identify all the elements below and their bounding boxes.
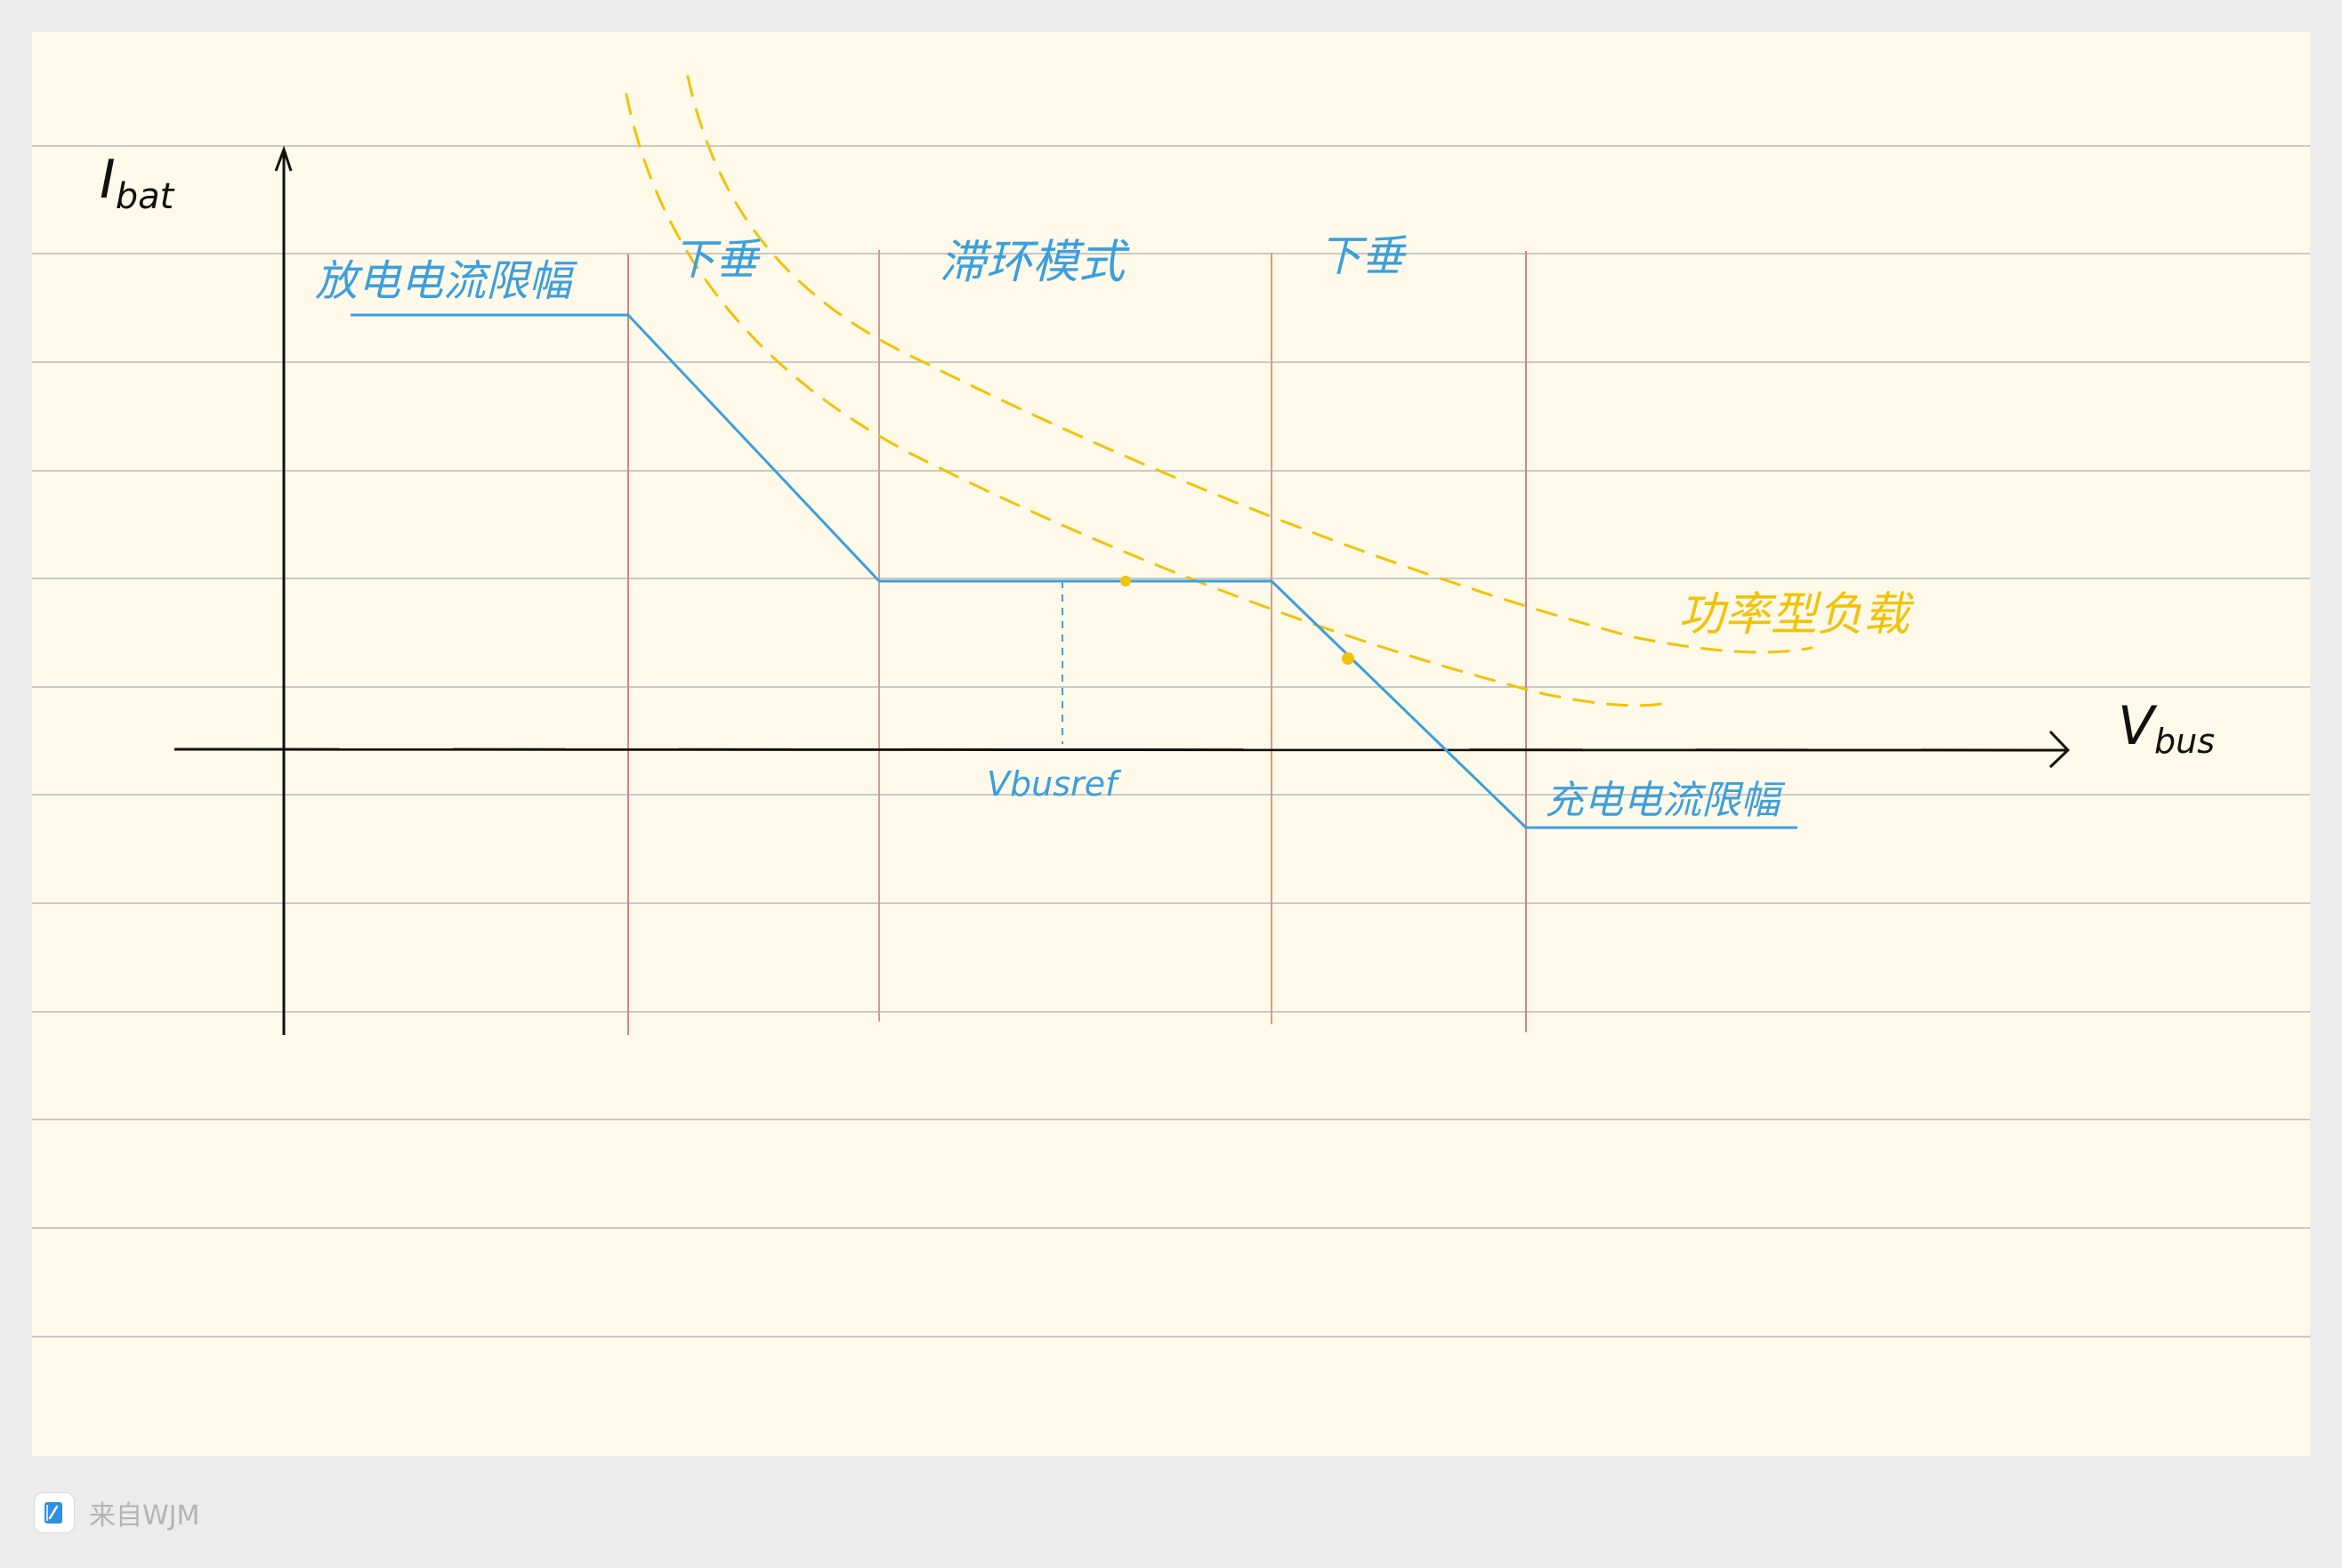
operating-point-hysteresis bbox=[1120, 576, 1131, 586]
footer-source-text: 来自WJM bbox=[89, 1500, 200, 1532]
pen-icon bbox=[44, 1502, 62, 1524]
y-axis-label: Ibat bbox=[100, 149, 175, 217]
label-hysteresis-mode: 滞环模式 bbox=[940, 236, 1130, 289]
ruled-lines bbox=[32, 145, 2310, 1338]
load-curve-outer bbox=[686, 75, 1813, 654]
label-droop-left: 下垂 bbox=[673, 235, 761, 285]
notebook-page: Ibat Vbus 放电电流限幅 下垂 滞环模式 下垂 充电电流限幅 Vbusr… bbox=[32, 32, 2310, 1456]
notes-app-icon bbox=[34, 1492, 75, 1533]
x-axis bbox=[174, 730, 2071, 769]
label-vbusref: Vbusref bbox=[987, 764, 1122, 804]
operating-point-droop bbox=[1342, 652, 1354, 665]
label-charge-current-limit: 充电电流限幅 bbox=[1545, 778, 1786, 823]
x-axis-label: Vbus bbox=[2118, 695, 2215, 761]
label-power-load: 功率型负载 bbox=[1678, 588, 1915, 642]
battery-characteristic-line bbox=[351, 313, 1797, 829]
y-axis-label-subscript: bat bbox=[116, 176, 175, 217]
load-curve-inner bbox=[625, 93, 1671, 707]
footer-source: 来自WJM bbox=[34, 1491, 199, 1534]
label-discharge-current-limit: 放电电流限幅 bbox=[315, 256, 578, 306]
hand-drawn-diagram: Ibat Vbus 放电电流限幅 下垂 滞环模式 下垂 充电电流限幅 Vbusr… bbox=[32, 75, 2310, 1338]
label-droop-right: 下垂 bbox=[1319, 231, 1407, 281]
x-axis-label-subscript: bus bbox=[2154, 722, 2215, 761]
y-axis bbox=[274, 145, 293, 1035]
